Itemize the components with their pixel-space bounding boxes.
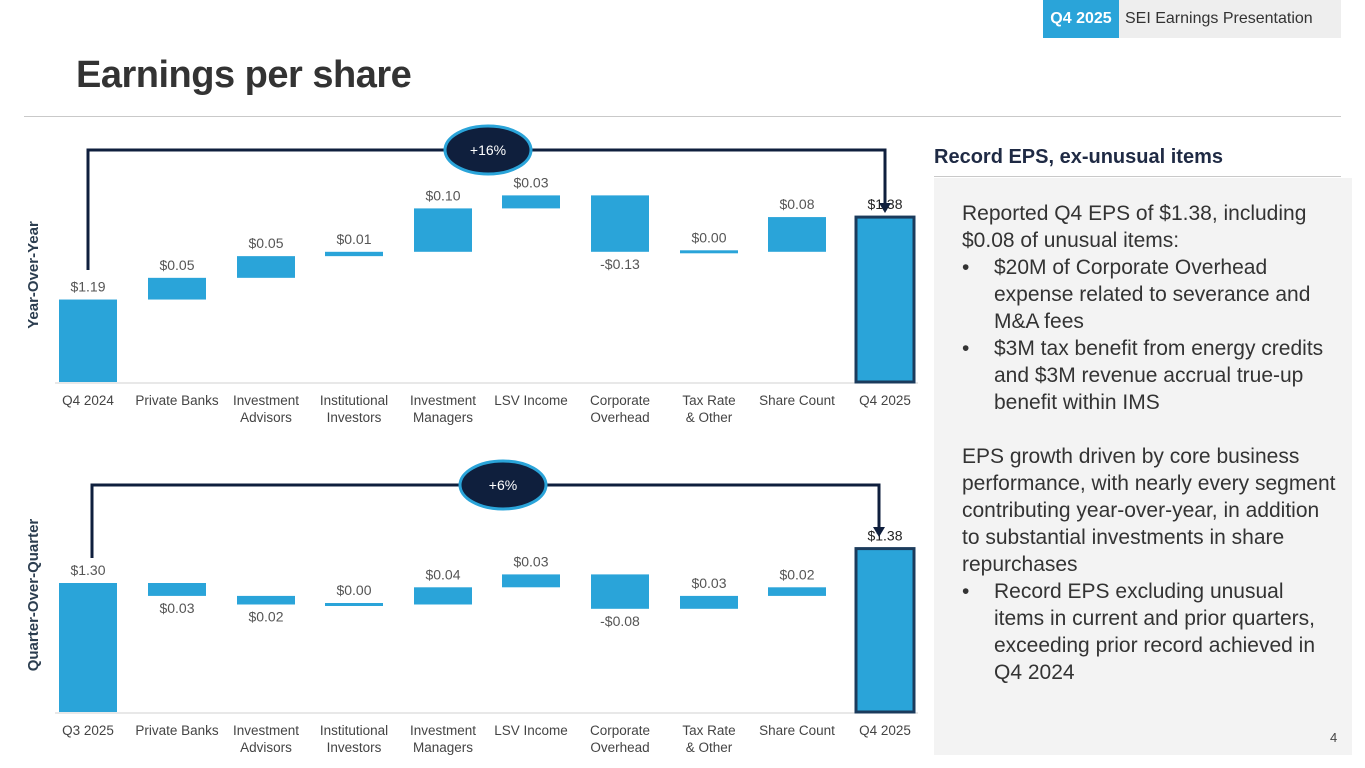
bar-9	[854, 215, 916, 384]
data-label-8: $0.02	[779, 566, 814, 582]
bar-9	[854, 547, 916, 714]
data-label-2: $0.05	[248, 235, 283, 251]
x-tick-label-4: Managers	[413, 410, 473, 425]
x-tick-label-0: Q4 2024	[62, 393, 114, 408]
bar-0	[59, 583, 117, 712]
bar-6	[591, 195, 649, 252]
x-tick-label-5: LSV Income	[494, 723, 568, 738]
x-tick-label-0: Q3 2025	[62, 723, 114, 738]
bar-3	[325, 603, 383, 606]
bar-3	[325, 251, 383, 257]
x-tick-label-4: Investment	[410, 723, 476, 738]
x-tick-label-3: Institutional	[320, 723, 388, 738]
y-axis-label: Quarter-Over-Quarter	[25, 519, 42, 672]
x-tick-label-2: Advisors	[240, 410, 292, 425]
y-axis-label: Year-Over-Year	[25, 221, 42, 329]
data-label-6: -$0.13	[600, 256, 640, 272]
data-label-4: $0.04	[425, 566, 460, 582]
x-tick-label-4: Investment	[410, 393, 476, 408]
bar-2	[237, 595, 295, 605]
data-label-0: $1.19	[70, 279, 105, 295]
unusual-items-list: $20M of Corporate Overhead expense relat…	[962, 254, 1337, 416]
page-number: 4	[1330, 730, 1338, 745]
data-label-6: -$0.08	[600, 613, 640, 629]
growth-label: +16%	[470, 142, 506, 158]
x-tick-label-3: Institutional	[320, 393, 388, 408]
x-tick-label-6: Overhead	[590, 410, 649, 425]
x-tick-label-5: LSV Income	[494, 393, 568, 408]
bar-5	[502, 195, 560, 209]
commentary-text: Reported Q4 EPS of $1.38, including $0.0…	[962, 200, 1337, 686]
x-tick-label-6: Corporate	[590, 723, 650, 738]
x-tick-label-7: & Other	[686, 410, 733, 425]
data-label-0: $1.30	[70, 562, 105, 578]
bar-5	[502, 574, 560, 588]
x-tick-label-9: Q4 2025	[859, 393, 911, 408]
x-tick-label-2: Investment	[233, 723, 299, 738]
data-label-2: $0.02	[248, 609, 283, 625]
bar-1	[148, 277, 206, 300]
yoy-waterfall-chart: Year-Over-Year $1.19 Q4 2024 $0.05 Private B…	[25, 124, 918, 425]
data-label-4: $0.10	[425, 187, 460, 203]
data-label-3: $0.01	[336, 231, 371, 247]
x-tick-label-9: Q4 2025	[859, 723, 911, 738]
x-tick-label-8: Share Count	[759, 393, 835, 408]
bar-2	[237, 256, 295, 278]
x-tick-label-7: & Other	[686, 740, 733, 755]
data-label-8: $0.08	[779, 196, 814, 212]
bar-7	[680, 595, 738, 609]
bar-0	[59, 299, 117, 382]
x-tick-label-6: Corporate	[590, 393, 650, 408]
x-tick-label-6: Overhead	[590, 740, 649, 755]
record-list: Record EPS excluding unusual items in cu…	[962, 578, 1337, 686]
intro-text: Reported Q4 EPS of $1.38, including $0.0…	[962, 202, 1307, 252]
growth-bubble	[443, 124, 533, 176]
bar-4	[414, 208, 472, 252]
page-title: Earnings per share	[76, 54, 412, 96]
title-divider	[24, 116, 1341, 117]
presentation-title: SEI Earnings Presentation	[1119, 0, 1341, 38]
bar-6	[591, 574, 649, 609]
x-tick-label-3: Investors	[327, 410, 382, 425]
data-label-7: $0.00	[691, 229, 726, 245]
bar-4	[414, 587, 472, 605]
data-label-1: $0.05	[159, 257, 194, 273]
sidebar-title: Record EPS, ex-unusual items	[934, 146, 1223, 168]
sidebar-divider	[934, 176, 1341, 177]
data-label-7: $0.03	[691, 575, 726, 591]
x-tick-label-1: Private Banks	[135, 393, 219, 408]
data-label-3: $0.00	[336, 582, 371, 598]
quarter-tag: Q4 2025	[1043, 0, 1119, 38]
data-label-5: $0.03	[513, 174, 548, 190]
list-item: $3M tax benefit from energy credits and …	[962, 335, 1337, 416]
qoq-waterfall-chart: Quarter-Over-Quarter $1.30 Q3 2025 $0.03 Pri…	[25, 459, 918, 755]
bar-8	[768, 217, 826, 252]
x-tick-label-2: Investment	[233, 393, 299, 408]
growth-text: EPS growth driven by core business perfo…	[962, 445, 1336, 576]
growth-label: +6%	[489, 477, 517, 493]
data-label-9: $1.38	[867, 528, 902, 544]
list-item: $20M of Corporate Overhead expense relat…	[962, 254, 1337, 335]
x-tick-label-4: Managers	[413, 740, 473, 755]
data-label-1: $0.03	[159, 600, 194, 616]
x-tick-label-7: Tax Rate	[682, 723, 735, 738]
x-tick-label-2: Advisors	[240, 740, 292, 755]
x-tick-label-8: Share Count	[759, 723, 835, 738]
list-item: Record EPS excluding unusual items in cu…	[962, 578, 1337, 686]
growth-bubble	[458, 459, 548, 511]
bar-8	[768, 587, 826, 596]
x-tick-label-7: Tax Rate	[682, 393, 735, 408]
data-label-5: $0.03	[513, 553, 548, 569]
connector-arrowhead	[879, 203, 891, 213]
bar-1	[148, 583, 206, 596]
x-tick-label-1: Private Banks	[135, 723, 219, 738]
bar-7	[680, 250, 738, 254]
connector-arrowhead	[873, 527, 885, 537]
x-tick-label-3: Investors	[327, 740, 382, 755]
